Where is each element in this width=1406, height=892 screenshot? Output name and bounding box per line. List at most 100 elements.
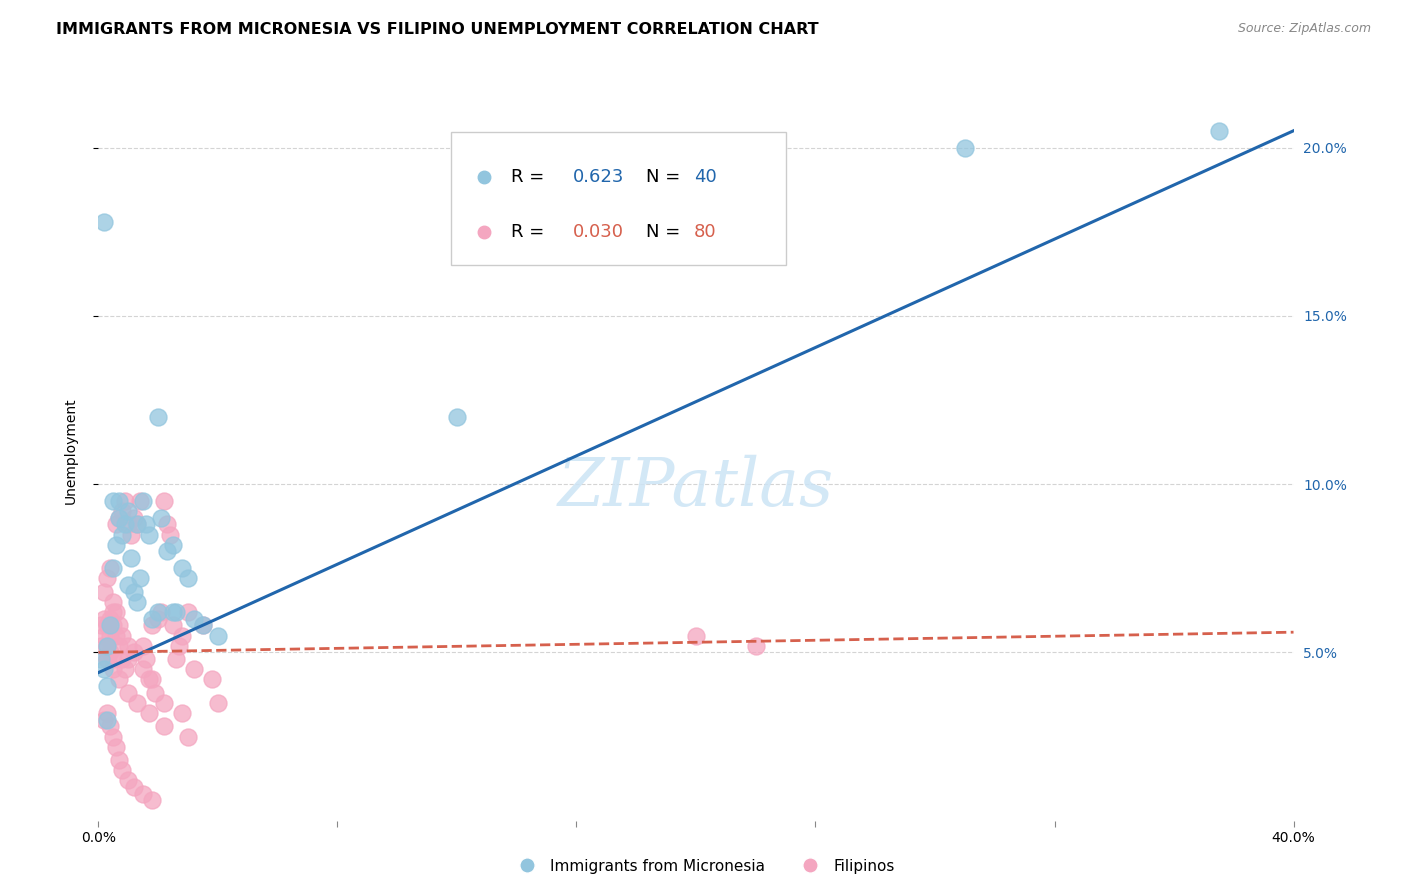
Text: ZIPatlas: ZIPatlas <box>558 455 834 520</box>
Point <box>90 618 112 632</box>
Point <box>135 652 157 666</box>
Point <box>177 730 200 744</box>
Point <box>201 673 224 687</box>
Point <box>156 544 179 558</box>
Point <box>98 719 122 733</box>
Point <box>105 628 128 642</box>
Point <box>191 618 214 632</box>
Point <box>207 628 229 642</box>
Point <box>138 527 160 541</box>
Point <box>150 605 173 619</box>
Text: R =: R = <box>510 223 550 241</box>
Point <box>127 517 149 532</box>
Point <box>111 763 134 777</box>
Point <box>148 605 170 619</box>
Point <box>153 719 176 733</box>
Point <box>105 605 128 619</box>
Point <box>96 618 118 632</box>
Point <box>103 662 125 676</box>
Point <box>124 510 146 524</box>
Point <box>153 494 176 508</box>
Text: R =: R = <box>510 169 550 186</box>
Point <box>108 618 131 632</box>
Point <box>162 538 184 552</box>
Point <box>96 652 118 666</box>
Point <box>148 409 170 424</box>
Point <box>114 494 136 508</box>
Point <box>162 618 184 632</box>
Point <box>162 605 184 619</box>
Point <box>117 686 139 700</box>
Point <box>103 618 125 632</box>
Point <box>105 739 128 754</box>
Point <box>103 561 125 575</box>
Point <box>172 628 194 642</box>
Point <box>108 510 131 524</box>
Point <box>141 612 163 626</box>
Point <box>98 561 122 575</box>
Point <box>183 612 205 626</box>
Point <box>138 706 160 720</box>
Point <box>132 639 155 653</box>
Point <box>93 713 115 727</box>
Point <box>103 730 125 744</box>
Point <box>124 780 146 794</box>
Point <box>117 504 139 518</box>
Point <box>103 652 125 666</box>
Point <box>141 793 163 807</box>
Point <box>132 494 155 508</box>
Point <box>156 517 179 532</box>
Text: IMMIGRANTS FROM MICRONESIA VS FILIPINO UNEMPLOYMENT CORRELATION CHART: IMMIGRANTS FROM MICRONESIA VS FILIPINO U… <box>56 22 818 37</box>
Point <box>124 584 146 599</box>
Point <box>93 214 115 228</box>
Point <box>93 612 115 626</box>
Point <box>207 696 229 710</box>
FancyBboxPatch shape <box>451 132 786 266</box>
Point <box>153 696 176 710</box>
Point <box>132 662 155 676</box>
Point <box>150 510 173 524</box>
Text: 40: 40 <box>693 169 716 186</box>
Point <box>135 517 157 532</box>
Point <box>108 673 131 687</box>
Point <box>98 618 122 632</box>
Point <box>108 753 131 767</box>
Point <box>98 612 122 626</box>
Point <box>105 517 128 532</box>
Point <box>111 628 134 642</box>
Point <box>132 787 155 801</box>
Point <box>446 409 468 424</box>
Point <box>167 639 190 653</box>
Point <box>172 561 194 575</box>
Point <box>117 652 139 666</box>
Point <box>96 706 118 720</box>
Point <box>148 612 170 626</box>
Point <box>165 652 187 666</box>
Point <box>117 639 139 653</box>
Point <box>98 628 122 642</box>
Point <box>111 504 134 518</box>
Point <box>96 713 118 727</box>
Point <box>141 673 163 687</box>
Point <box>103 605 125 619</box>
Point <box>129 571 152 585</box>
Point <box>127 696 149 710</box>
Y-axis label: Unemployment: Unemployment <box>63 397 77 504</box>
Point <box>117 517 139 532</box>
Point <box>111 527 134 541</box>
Point <box>103 595 125 609</box>
Text: N =: N = <box>645 223 686 241</box>
Point <box>1208 124 1230 138</box>
Point <box>177 605 200 619</box>
Point <box>114 517 136 532</box>
Point <box>953 140 976 154</box>
Point <box>105 538 128 552</box>
Point <box>117 773 139 788</box>
Text: N =: N = <box>645 169 686 186</box>
Point <box>745 639 768 653</box>
Point <box>124 645 146 659</box>
Point <box>96 652 118 666</box>
Text: 0.623: 0.623 <box>572 169 624 186</box>
Point <box>141 618 163 632</box>
Point <box>117 578 139 592</box>
